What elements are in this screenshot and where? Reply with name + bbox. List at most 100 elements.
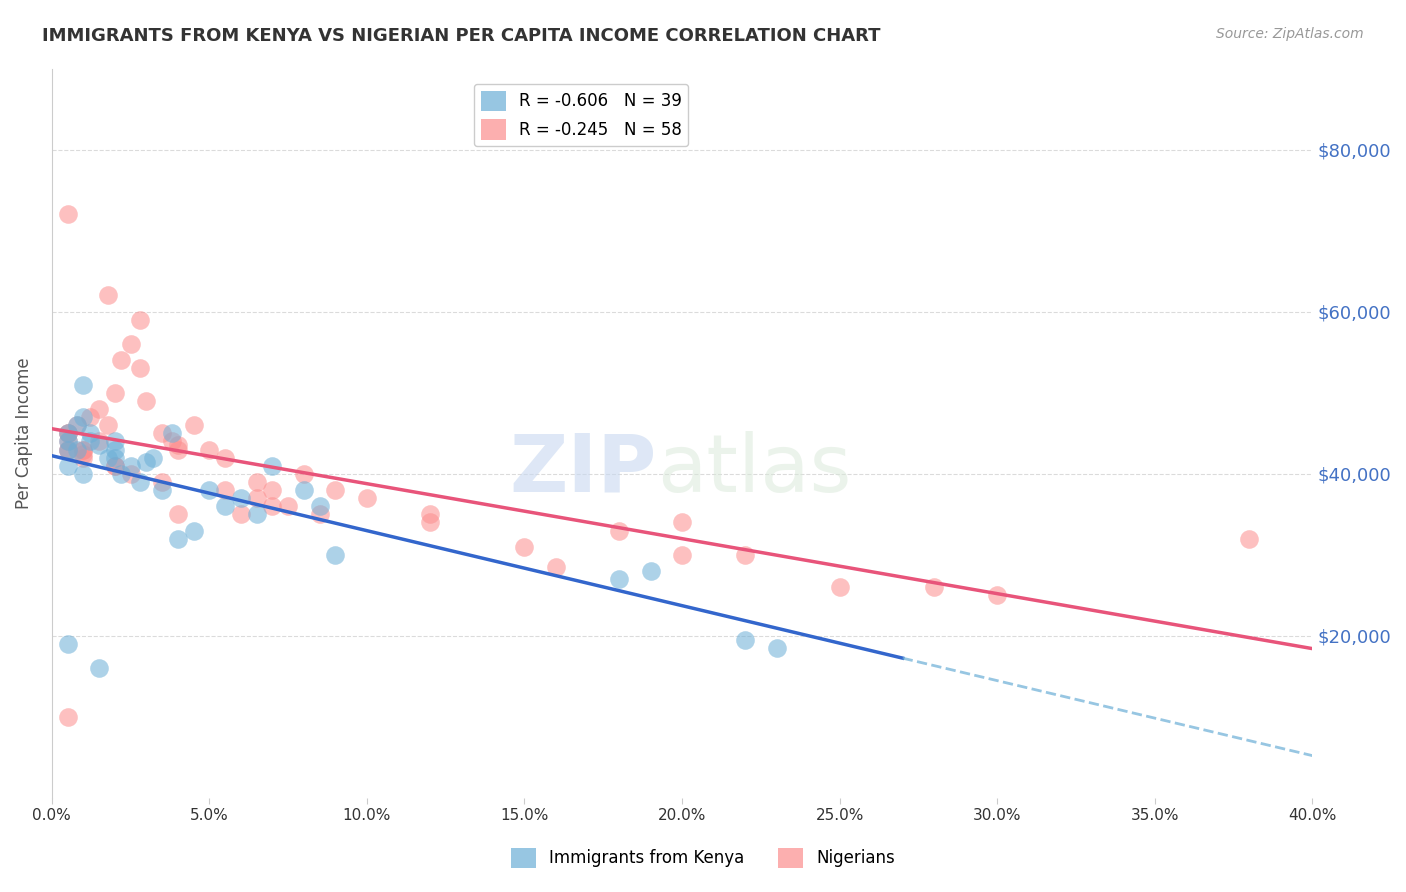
Point xyxy=(135,393,157,408)
Point xyxy=(198,442,221,457)
Point xyxy=(292,483,315,497)
Point xyxy=(183,418,205,433)
Point xyxy=(166,508,188,522)
Point xyxy=(56,434,79,449)
Point xyxy=(734,632,756,647)
Point xyxy=(104,458,127,473)
Point xyxy=(308,500,330,514)
Point xyxy=(765,641,787,656)
Point xyxy=(828,580,851,594)
Point xyxy=(607,572,630,586)
Point xyxy=(262,500,284,514)
Point xyxy=(356,491,378,505)
Point xyxy=(87,401,110,416)
Point xyxy=(292,467,315,481)
Point xyxy=(246,508,269,522)
Point xyxy=(419,516,441,530)
Point xyxy=(640,564,662,578)
Point xyxy=(120,467,142,481)
Text: IMMIGRANTS FROM KENYA VS NIGERIAN PER CAPITA INCOME CORRELATION CHART: IMMIGRANTS FROM KENYA VS NIGERIAN PER CA… xyxy=(42,27,880,45)
Point xyxy=(142,450,165,465)
Point xyxy=(104,385,127,400)
Point xyxy=(56,442,79,457)
Point xyxy=(97,288,120,302)
Point xyxy=(72,442,94,457)
Point xyxy=(246,475,269,489)
Point xyxy=(104,450,127,465)
Point xyxy=(150,483,173,497)
Point xyxy=(183,524,205,538)
Point xyxy=(214,483,236,497)
Point xyxy=(229,508,252,522)
Point xyxy=(110,467,132,481)
Point xyxy=(214,450,236,465)
Point xyxy=(79,434,101,449)
Point xyxy=(734,548,756,562)
Text: ZIP: ZIP xyxy=(509,431,657,508)
Point xyxy=(66,442,89,457)
Point xyxy=(262,458,284,473)
Point xyxy=(262,483,284,497)
Text: atlas: atlas xyxy=(657,431,851,508)
Point xyxy=(166,438,188,452)
Point xyxy=(104,442,127,457)
Point xyxy=(97,418,120,433)
Point xyxy=(513,540,536,554)
Y-axis label: Per Capita Income: Per Capita Income xyxy=(15,358,32,509)
Point xyxy=(160,434,183,449)
Point xyxy=(229,491,252,505)
Point xyxy=(56,426,79,441)
Point xyxy=(277,500,299,514)
Legend: R = -0.606   N = 39, R = -0.245   N = 58: R = -0.606 N = 39, R = -0.245 N = 58 xyxy=(474,84,689,146)
Legend: Immigrants from Kenya, Nigerians: Immigrants from Kenya, Nigerians xyxy=(505,841,901,875)
Point xyxy=(544,560,567,574)
Point xyxy=(79,410,101,425)
Point xyxy=(87,661,110,675)
Point xyxy=(72,467,94,481)
Point xyxy=(72,410,94,425)
Point xyxy=(607,524,630,538)
Point xyxy=(150,426,173,441)
Point xyxy=(87,438,110,452)
Point xyxy=(97,450,120,465)
Point xyxy=(150,475,173,489)
Point xyxy=(129,475,152,489)
Point xyxy=(66,418,89,433)
Point xyxy=(120,458,142,473)
Point xyxy=(79,426,101,441)
Point xyxy=(104,434,127,449)
Point xyxy=(166,532,188,546)
Point xyxy=(198,483,221,497)
Point xyxy=(56,458,79,473)
Point xyxy=(56,637,79,651)
Point xyxy=(160,426,183,441)
Point xyxy=(214,500,236,514)
Point xyxy=(66,418,89,433)
Point xyxy=(129,361,152,376)
Point xyxy=(129,313,152,327)
Point xyxy=(56,207,79,221)
Point xyxy=(56,442,79,457)
Point xyxy=(135,455,157,469)
Point xyxy=(72,446,94,460)
Point xyxy=(922,580,945,594)
Point xyxy=(87,434,110,449)
Point xyxy=(104,458,127,473)
Point xyxy=(72,442,94,457)
Point xyxy=(308,508,330,522)
Point xyxy=(56,442,79,457)
Point xyxy=(1239,532,1261,546)
Point xyxy=(671,516,693,530)
Point xyxy=(166,442,188,457)
Text: Source: ZipAtlas.com: Source: ZipAtlas.com xyxy=(1216,27,1364,41)
Point xyxy=(56,426,79,441)
Point xyxy=(56,426,79,441)
Point xyxy=(671,548,693,562)
Point xyxy=(120,337,142,351)
Point xyxy=(246,491,269,505)
Point xyxy=(72,450,94,465)
Point xyxy=(986,589,1008,603)
Point xyxy=(56,434,79,449)
Point xyxy=(56,710,79,724)
Point xyxy=(325,548,347,562)
